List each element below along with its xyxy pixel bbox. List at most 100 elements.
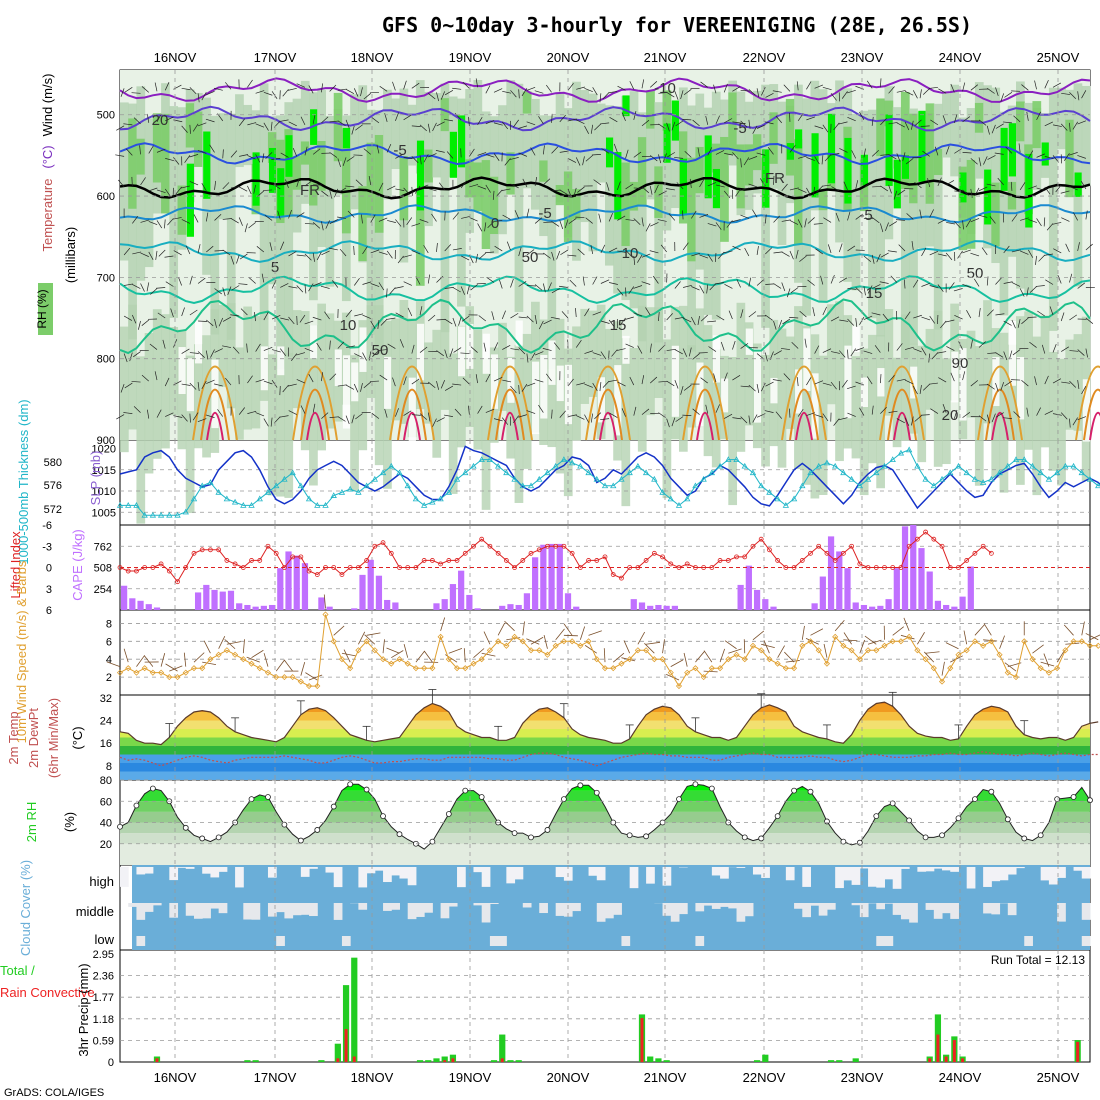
rh-shade	[547, 115, 557, 370]
wind-barb	[559, 410, 566, 418]
wind-barb	[543, 283, 546, 293]
wind-barb	[181, 307, 185, 317]
wind-barb-10m	[473, 648, 485, 658]
wind-barb	[683, 384, 692, 391]
rh-shade	[596, 103, 606, 183]
wind-barb	[822, 184, 832, 187]
wind-barb	[518, 89, 520, 99]
rh-shade	[663, 123, 671, 163]
wind-barb	[189, 154, 199, 158]
rh-point	[939, 832, 945, 839]
wind-barb	[1026, 111, 1029, 121]
cape-bar	[819, 576, 826, 610]
wind-barb-10m	[202, 661, 217, 665]
thickness-marker	[453, 475, 461, 482]
rh-shade	[333, 92, 343, 162]
rh-shade	[144, 333, 154, 474]
lifted-index-point	[660, 554, 665, 560]
wind-barb	[1020, 217, 1029, 221]
cloud-mid-gap	[563, 903, 573, 917]
wind-barb	[164, 255, 174, 258]
rh-shade	[449, 131, 458, 178]
wind-barb	[411, 250, 421, 255]
wind-barb	[781, 219, 791, 222]
wind-barb	[666, 348, 676, 351]
wind-barb	[189, 413, 191, 423]
wind-speed-marker	[634, 647, 641, 654]
precip-tick-label: 0	[108, 1057, 114, 1069]
wind-barb	[567, 83, 574, 91]
rh-point	[708, 785, 715, 792]
wind-barb	[131, 381, 141, 383]
wind-barb	[483, 342, 487, 352]
precip-total-bar	[441, 1056, 448, 1062]
thickness-marker	[725, 456, 732, 463]
wind-barb	[493, 153, 500, 161]
thickness-marker	[470, 462, 477, 469]
wind-speed-marker	[511, 633, 518, 640]
cloud-high-gap	[892, 867, 902, 889]
wind-barb	[354, 353, 363, 358]
cloud-high-gap	[876, 867, 885, 888]
rh-point	[643, 833, 650, 840]
wind-speed-marker	[125, 665, 132, 672]
wind-barb	[822, 382, 832, 386]
wind-barb	[839, 148, 848, 153]
wind-barb	[991, 124, 996, 134]
temperature-band	[120, 729, 1090, 738]
wind-barb	[748, 277, 752, 287]
cape-bar	[556, 543, 563, 610]
rh-shade	[136, 138, 146, 175]
rh-shade	[851, 113, 861, 291]
rh-shade	[770, 377, 778, 404]
wind-barb	[493, 418, 503, 422]
wind-barb	[452, 383, 462, 386]
cloud-mid-gap	[942, 903, 951, 914]
wind-barb	[534, 351, 544, 356]
wind-barb	[321, 250, 330, 256]
wind-barb	[720, 341, 725, 351]
rh-shade	[211, 359, 219, 429]
wind-barb	[625, 219, 635, 221]
wind-barb	[263, 189, 273, 191]
thickness-marker	[979, 479, 987, 485]
wind-barb	[201, 182, 207, 192]
wind-speed-marker	[733, 651, 740, 658]
lifted-index-point	[240, 565, 246, 570]
wind-barb	[921, 247, 927, 257]
wind-barb	[263, 122, 269, 131]
warm-contour	[300, 388, 330, 441]
lifted-index-point	[273, 550, 279, 556]
wind-barb	[214, 180, 216, 190]
wind-barb	[928, 382, 938, 385]
wind-barb	[444, 385, 454, 391]
wind-barb	[633, 151, 642, 158]
wind-barb	[485, 85, 491, 94]
wind-barb	[312, 222, 321, 229]
wind-barb	[156, 409, 162, 418]
lifted-index-point	[750, 543, 756, 549]
rh-shade	[178, 347, 186, 395]
wind-barb	[756, 353, 765, 360]
wind-barb-10m	[923, 651, 935, 663]
rh-shade	[704, 135, 712, 199]
wind-barb	[428, 381, 436, 389]
wind-barb	[728, 310, 733, 320]
wind-barb	[904, 311, 911, 320]
wind-barb	[799, 310, 807, 318]
rh-shade	[695, 308, 705, 416]
wind-barb	[271, 158, 281, 160]
rh-shade	[506, 356, 516, 459]
rh-shade	[794, 139, 803, 246]
rh-point	[182, 824, 189, 831]
cloud-high-gap	[358, 867, 368, 888]
wind-barb	[178, 276, 182, 286]
wind-barb	[593, 179, 602, 186]
wind-barb	[707, 253, 713, 262]
wind-barb	[164, 377, 170, 387]
wind-barb	[386, 317, 396, 320]
cape-bar	[532, 557, 539, 610]
wind-barb	[641, 217, 644, 227]
wind-barb	[1036, 187, 1046, 191]
wind-barb	[148, 145, 154, 154]
